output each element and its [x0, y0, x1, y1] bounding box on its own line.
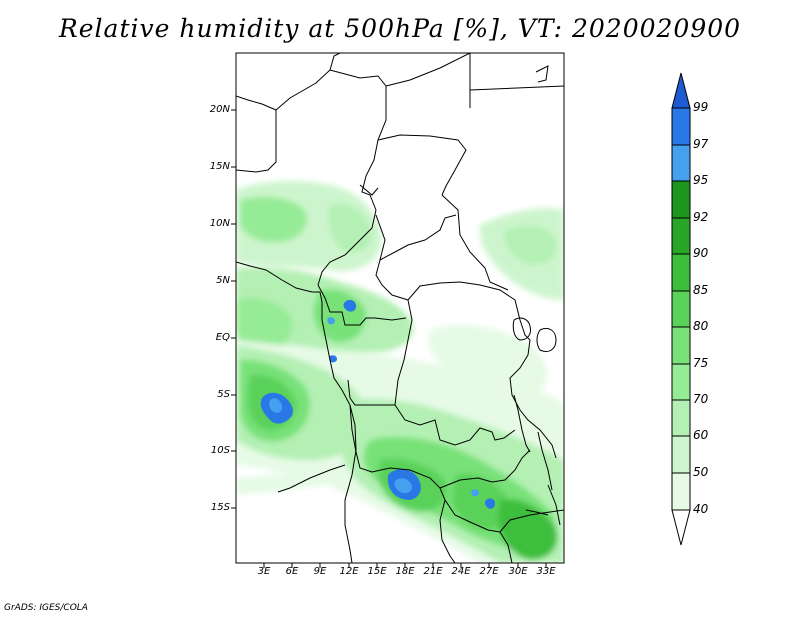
lat-label: 10N	[209, 218, 230, 229]
colorbar-cell	[671, 290, 691, 328]
lon-label: 6E	[285, 566, 299, 577]
lat-label: 20N	[209, 104, 230, 115]
lat-label: 5N	[216, 275, 230, 286]
colorbar-cell	[671, 144, 691, 182]
colorbar-high-triangle	[671, 72, 691, 109]
colorbar-cell	[671, 180, 691, 219]
lon-label: 15E	[367, 566, 387, 577]
colorbar-label: 40	[693, 502, 709, 516]
colorbar-label: 90	[693, 246, 709, 260]
colorbar-cell	[671, 399, 691, 437]
colorbar-label: 95	[693, 173, 709, 187]
colorbar-label: 85	[693, 283, 709, 297]
colorbar-low-triangle	[671, 509, 691, 546]
lon-label: 3E	[257, 566, 271, 577]
lat-label: 10S	[210, 445, 230, 456]
colorbar-cell	[671, 217, 691, 255]
lon-ticks	[263, 563, 547, 568]
map-title: Relative humidity at 500hPa [%], VT: 202…	[58, 14, 742, 43]
colorbar-cell	[671, 363, 691, 401]
colorbar-label: 99	[693, 100, 709, 114]
lon-label: 21E	[423, 566, 443, 577]
lat-label: 15N	[209, 161, 230, 172]
colorbar	[671, 72, 691, 546]
lon-label: 12E	[339, 566, 359, 577]
lon-label: 27E	[479, 566, 499, 577]
colorbar-cell	[671, 253, 691, 292]
colorbar-label: 70	[693, 392, 709, 406]
humidity-field	[236, 53, 564, 563]
colorbar-cell	[671, 435, 691, 474]
country-boundaries	[236, 53, 564, 563]
lat-label: 5S	[217, 389, 230, 400]
lon-label: 30E	[508, 566, 528, 577]
colorbar-label: 80	[693, 319, 709, 333]
lon-label: 9E	[313, 566, 327, 577]
colorbar-label: 60	[693, 428, 709, 442]
colorbar-cell	[671, 107, 691, 146]
colorbar-label: 75	[693, 356, 709, 370]
colorbar-cell	[671, 472, 691, 511]
credit-text: GrADS: IGES/COLA	[4, 603, 88, 613]
lat-ticks	[231, 109, 236, 509]
colorbar-label: 92	[693, 210, 709, 224]
lon-label: 18E	[395, 566, 415, 577]
lon-label: 24E	[451, 566, 471, 577]
lat-label: 15S	[210, 502, 230, 513]
lon-label: 33E	[536, 566, 556, 577]
colorbar-label: 97	[693, 137, 709, 151]
lat-label: EQ	[215, 332, 230, 343]
colorbar-cell	[671, 326, 691, 365]
map-frame	[235, 52, 565, 564]
colorbar-label: 50	[693, 465, 709, 479]
